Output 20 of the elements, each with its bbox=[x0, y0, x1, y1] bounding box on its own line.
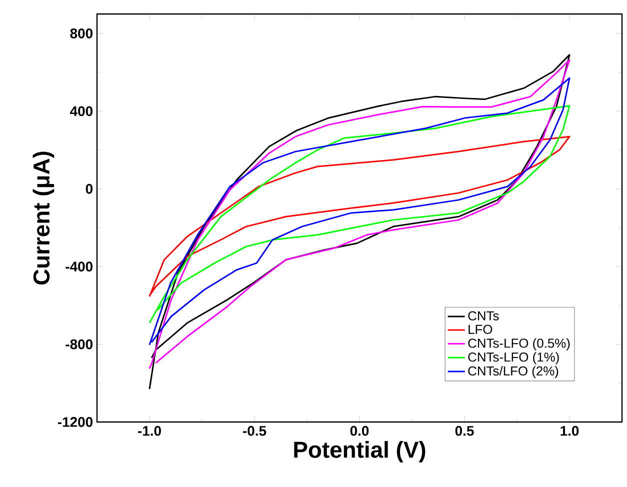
y-axis-title: Current (μA) bbox=[32, 152, 54, 285]
y-tick-label: 800 bbox=[70, 28, 93, 38]
y-tick-label: -800 bbox=[66, 339, 93, 350]
y-tick-label: 400 bbox=[70, 106, 93, 116]
y-tick-label: 0 bbox=[86, 184, 93, 194]
legend-label: CNTs-LFO (0.5%) bbox=[468, 338, 570, 350]
line-series bbox=[148, 105, 570, 324]
x-axis-title: Potential (V) bbox=[294, 441, 426, 462]
y-tick-label: -400 bbox=[66, 262, 93, 272]
legend-label: CNTs-LFO (1%) bbox=[468, 352, 559, 364]
x-tick-label: 0.5 bbox=[455, 426, 474, 436]
legend-label: CNTs/LFO (2%) bbox=[468, 366, 558, 378]
x-tick-label: -0.5 bbox=[243, 426, 266, 436]
x-tick-label: 1.0 bbox=[560, 426, 579, 436]
x-tick-label: -1.0 bbox=[138, 426, 161, 436]
legend-label: LFO bbox=[468, 324, 492, 334]
x-tick-label: 0.0 bbox=[350, 426, 369, 436]
legend-label: CNTs bbox=[468, 311, 499, 320]
line-series bbox=[148, 136, 570, 298]
y-tick-label: -1200 bbox=[58, 417, 93, 427]
